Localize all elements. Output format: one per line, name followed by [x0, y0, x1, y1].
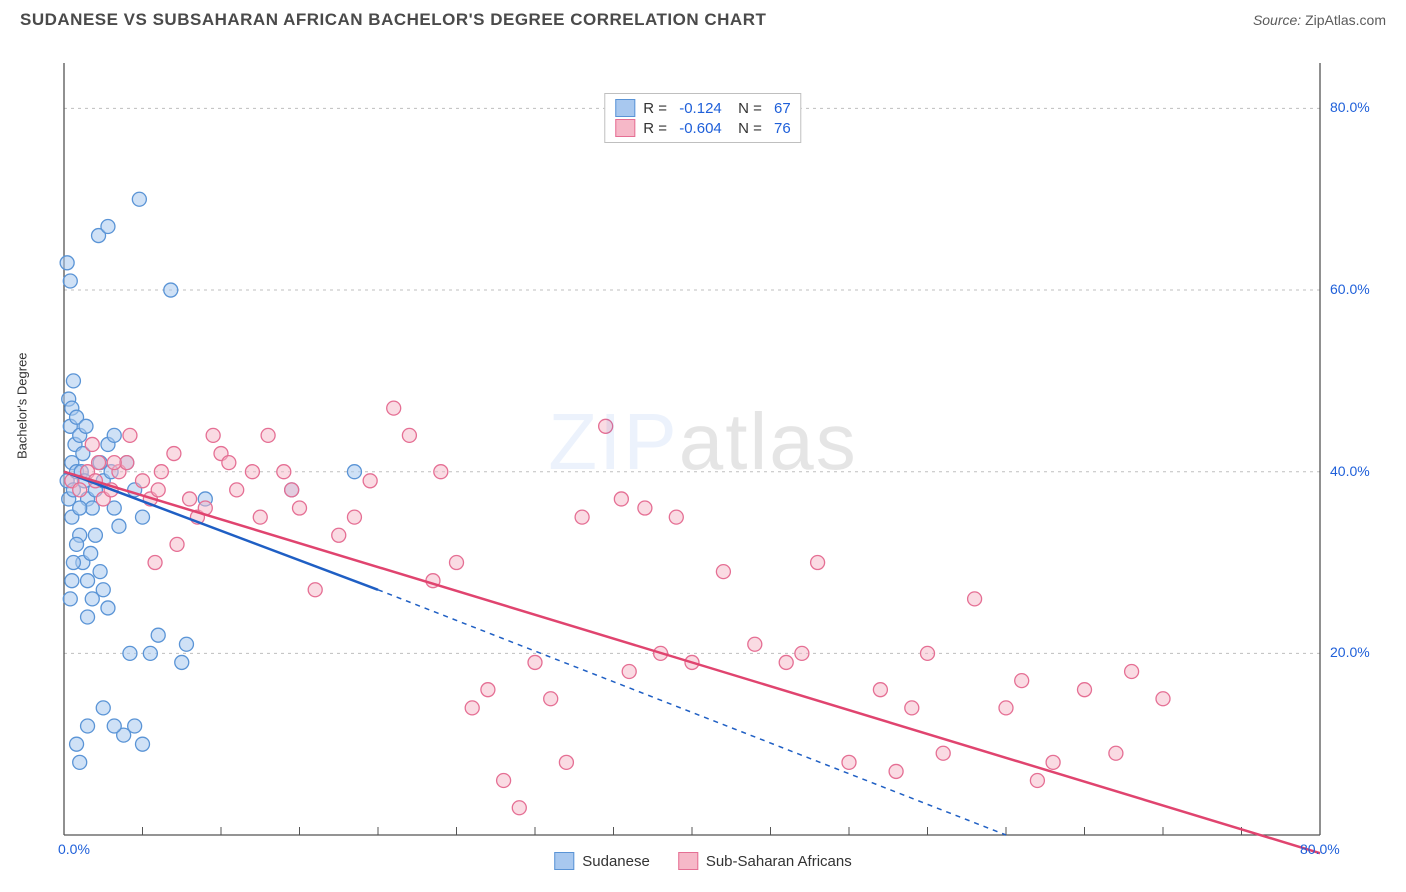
r-value: -0.124: [679, 100, 722, 117]
y-tick-label: 80.0%: [1330, 99, 1370, 115]
legend-swatch: [678, 852, 698, 870]
r-value: -0.604: [679, 120, 722, 137]
legend-label: Sub-Saharan Africans: [706, 853, 852, 870]
y-axis-label: Bachelor's Degree: [15, 352, 30, 459]
legend-swatch: [554, 852, 574, 870]
y-tick-label: 20.0%: [1330, 644, 1370, 660]
legend-item: Sudanese: [554, 852, 650, 870]
series-legend: Sudanese Sub-Saharan Africans: [554, 852, 851, 870]
n-value: 67: [774, 100, 791, 117]
legend-swatch: [615, 99, 635, 117]
scatter-plot: [20, 45, 1386, 872]
x-tick-label: 80.0%: [1300, 841, 1340, 857]
n-label: N =: [730, 100, 766, 117]
r-label: R =: [643, 120, 671, 137]
y-tick-label: 60.0%: [1330, 281, 1370, 297]
correlation-row: R = -0.604 N = 76: [615, 118, 790, 138]
source-value: ZipAtlas.com: [1305, 12, 1386, 28]
chart-header: SUDANESE VS SUBSAHARAN AFRICAN BACHELOR'…: [0, 0, 1406, 35]
chart-container: Bachelor's Degree ZIPatlas R = -0.124 N …: [20, 45, 1386, 872]
source-label: Source:: [1253, 12, 1301, 28]
y-tick-label: 40.0%: [1330, 463, 1370, 479]
x-tick-label: 0.0%: [58, 841, 90, 857]
legend-label: Sudanese: [582, 853, 650, 870]
legend-item: Sub-Saharan Africans: [678, 852, 852, 870]
correlation-row: R = -0.124 N = 67: [615, 98, 790, 118]
legend-swatch: [615, 119, 635, 137]
r-label: R =: [643, 100, 671, 117]
n-label: N =: [730, 120, 766, 137]
n-value: 76: [774, 120, 791, 137]
source-credit: Source: ZipAtlas.com: [1253, 12, 1386, 28]
correlation-legend: R = -0.124 N = 67R = -0.604 N = 76: [604, 93, 801, 143]
chart-title: SUDANESE VS SUBSAHARAN AFRICAN BACHELOR'…: [20, 10, 766, 30]
